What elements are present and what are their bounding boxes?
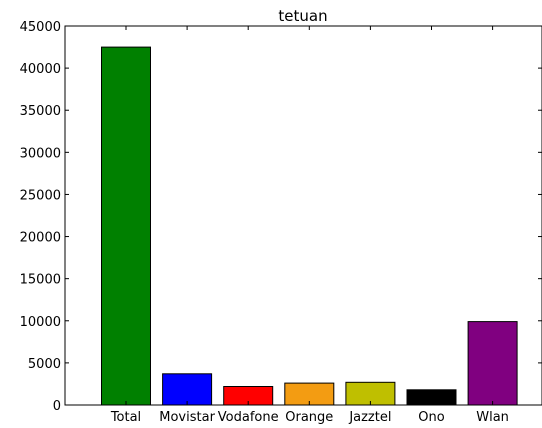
x-tick-label: Orange: [285, 410, 333, 425]
y-tick-label: 25000: [20, 188, 61, 203]
x-axis-ticks: Total Movistar Vodafone Orange Jazztel Ono Wla…: [110, 26, 509, 425]
y-axis-ticks: 0 5000 10000 15000 20000 25000 30000 35000 40000…: [20, 20, 542, 414]
bars-group: [101, 46, 518, 406]
y-tick-label: 0: [53, 399, 61, 414]
bar-total: [101, 46, 151, 406]
plot-frame: [64, 25, 542, 406]
x-tick-label: Wlan: [476, 410, 509, 425]
x-tick-label: Vodafone: [218, 410, 279, 425]
x-tick-label: Jazztel: [348, 410, 391, 425]
bar-movistar: [162, 373, 213, 406]
y-tick-label: 30000: [20, 146, 61, 161]
y-tick-label: 20000: [20, 231, 61, 246]
y-tick-label: 45000: [20, 20, 61, 35]
x-tick-label: Total: [110, 410, 141, 425]
x-tick-label: Movistar: [159, 410, 215, 425]
y-tick-label: 15000: [20, 273, 61, 288]
y-tick-label: 40000: [20, 62, 61, 77]
y-tick-label: 10000: [20, 315, 61, 330]
y-tick-label: 5000: [28, 357, 61, 372]
bar-wlan: [467, 321, 518, 406]
x-tick-label: Ono: [418, 410, 444, 425]
chart-title: tetuan: [278, 7, 327, 25]
y-tick-label: 35000: [20, 104, 61, 119]
